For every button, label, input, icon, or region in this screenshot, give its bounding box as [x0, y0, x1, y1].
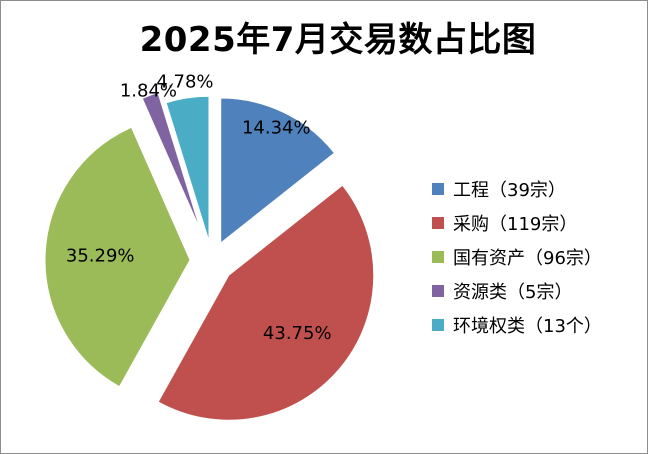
pie-slice-resources — [141, 91, 202, 232]
slice-percent-label: 4.78% — [156, 72, 213, 93]
legend-swatch — [432, 217, 444, 229]
legend-label: 采购（119宗） — [453, 214, 578, 235]
legend-item-procurement: 采购（119宗） — [432, 206, 602, 240]
legend-label: 国有资产（96宗） — [453, 248, 602, 269]
slice-percent-label: 35.29% — [66, 245, 135, 266]
pie-slice-engineering — [220, 97, 336, 245]
legend-swatch — [432, 251, 444, 263]
pie-labels: 14.34% 43.75% 35.29% 1.84%4.78% — [66, 72, 332, 344]
legend-label: 资源类（5宗） — [453, 282, 573, 303]
legend-swatch — [432, 285, 444, 297]
pie-slice-procurement — [157, 184, 375, 421]
slice-percent-label: 1.84% — [120, 81, 177, 102]
chart-title: 2025年7月交易数占比图 — [139, 20, 537, 60]
legend-swatch — [432, 183, 444, 195]
slice-percent-label: 14.34% — [242, 118, 311, 139]
legend-item-engineering: 工程（39宗） — [432, 172, 602, 206]
legend-item-resources: 资源类（5宗） — [432, 274, 602, 308]
legend-item-environmental-rights: 环境权类（13个） — [432, 308, 602, 342]
pie-slices — [44, 91, 375, 421]
legend-swatch — [432, 319, 444, 331]
slice-percent-label: 43.75% — [263, 323, 332, 344]
pie-slice-state-assets — [44, 126, 191, 388]
legend-item-state-assets: 国有资产（96宗） — [432, 240, 602, 274]
pie-slice-environmental-rights — [165, 95, 210, 242]
chart-legend: 工程（39宗） 采购（119宗） 国有资产（96宗） 资源类（5宗） 环境权类（… — [432, 172, 602, 342]
legend-label: 环境权类（13个） — [453, 316, 602, 337]
legend-label: 工程（39宗） — [453, 180, 566, 201]
